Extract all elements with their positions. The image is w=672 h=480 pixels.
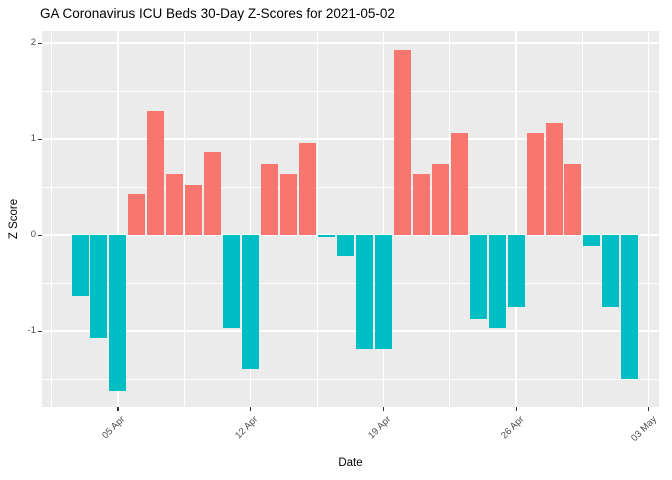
gridline-major-vertical — [117, 31, 119, 407]
y-tick-mark — [38, 42, 42, 44]
bar-2021-04-17 — [336, 235, 354, 257]
gridline-major-vertical — [648, 31, 650, 407]
gridline-major-horizontal — [42, 330, 659, 332]
gridline-minor-horizontal — [42, 378, 659, 380]
chart-title: GA Coronavirus ICU Beds 30-Day Z-Scores … — [40, 6, 395, 21]
bar-2021-04-24 — [469, 235, 487, 319]
bar-2021-04-12 — [242, 235, 260, 370]
bar-2021-04-14 — [280, 173, 298, 235]
y-tick-mark — [38, 138, 42, 140]
x-tick-mark — [515, 407, 517, 411]
bar-2021-04-13 — [261, 163, 279, 235]
bar-2021-04-05 — [109, 235, 127, 391]
x-tick-mark — [250, 407, 252, 411]
y-tick-label: 2 — [30, 37, 36, 48]
gridline-minor-horizontal — [42, 186, 659, 188]
bar-2021-04-08 — [166, 173, 184, 235]
bar-2021-04-07 — [147, 111, 165, 235]
bar-2021-04-21 — [412, 173, 430, 235]
bar-2021-04-29 — [564, 163, 582, 235]
bar-2021-04-27 — [526, 133, 544, 235]
x-tick-mark — [648, 407, 650, 411]
gridline-minor-vertical — [582, 31, 583, 407]
gridline-major-horizontal — [42, 42, 659, 44]
x-tick-label: 03 May — [628, 414, 659, 444]
bar-2021-04-11 — [223, 235, 241, 329]
gridline-major-vertical — [515, 31, 517, 407]
bar-2021-04-06 — [128, 193, 146, 235]
bar-2021-04-25 — [488, 235, 506, 329]
bar-2021-04-15 — [299, 142, 317, 235]
gridline-major-vertical — [382, 31, 385, 407]
plot-panel — [42, 31, 659, 407]
bar-2021-04-18 — [355, 235, 373, 350]
x-tick-label: 05 Apr — [100, 414, 128, 442]
gridline-minor-vertical — [316, 31, 318, 407]
x-tick-mark — [382, 407, 384, 411]
gridline-major-vertical — [249, 31, 252, 407]
bar-2021-04-23 — [450, 133, 468, 235]
gridline-major-horizontal — [42, 234, 659, 236]
gridline-minor-vertical — [183, 31, 185, 407]
gridline-minor-horizontal — [42, 282, 659, 284]
y-tick-label: 1 — [30, 133, 36, 144]
bar-2021-04-28 — [545, 122, 563, 235]
bar-2021-04-19 — [374, 235, 392, 350]
bar-2021-04-22 — [431, 163, 449, 235]
gridline-minor-vertical — [51, 31, 52, 407]
bar-2021-04-10 — [204, 152, 222, 235]
bar-2021-04-30 — [583, 235, 601, 246]
bar-2021-04-20 — [393, 49, 411, 235]
x-axis-title: Date — [338, 457, 363, 469]
gridline-minor-vertical — [449, 31, 451, 407]
y-tick-label: -1 — [27, 325, 36, 336]
gridline-major-horizontal — [42, 138, 659, 140]
bar-2021-04-26 — [507, 235, 525, 307]
x-tick-label: 12 Apr — [233, 414, 261, 442]
x-tick-label: 26 Apr — [498, 414, 526, 442]
y-tick-mark — [38, 330, 42, 332]
y-tick-label: 0 — [30, 229, 36, 240]
bar-2021-04-09 — [185, 185, 203, 235]
x-tick-mark — [117, 407, 119, 411]
y-tick-mark — [38, 234, 42, 236]
bar-2021-04-04 — [90, 235, 108, 338]
bar-2021-04-03 — [71, 235, 89, 297]
gridline-minor-horizontal — [42, 90, 659, 92]
bar-2021-05-02 — [621, 235, 639, 379]
bar-2021-05-01 — [602, 235, 620, 307]
bar-2021-04-16 — [317, 235, 335, 237]
x-tick-label: 19 Apr — [365, 414, 394, 442]
